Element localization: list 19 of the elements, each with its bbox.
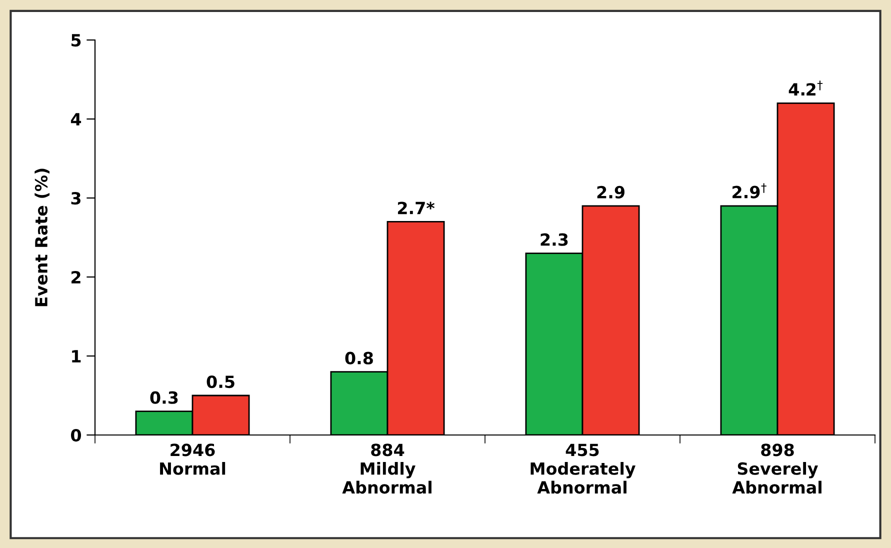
data-label: 2.7*: [398, 202, 435, 214]
y-tick-label: 2: [72, 270, 80, 284]
data-label: 0.8: [345, 352, 373, 364]
data-label: 2.3: [540, 233, 568, 246]
y-tick-label: 5: [71, 34, 81, 47]
y-tick-label: 1: [72, 350, 81, 362]
data-label: 2.9$^{†}$: [732, 183, 766, 198]
y-tick-label: 3: [71, 192, 80, 205]
y-tick-label: 0: [71, 428, 82, 442]
y-tick-label: 4: [70, 113, 82, 126]
y-axis-title: Event Rate (%): [34, 168, 50, 306]
data-label: 0.5: [206, 375, 234, 388]
x-tick-label: 898 Severely Abnormal: [732, 444, 822, 494]
data-label: 4.2$^{†}$: [788, 80, 823, 96]
x-tick-label: 2946 Normal: [160, 444, 226, 475]
x-tick-label: 455 Moderately Abnormal: [530, 444, 636, 494]
x-tick-label: 884 Mildly Abnormal: [342, 444, 432, 494]
data-label: 2.9: [597, 186, 624, 199]
data-label: 0.3: [150, 391, 178, 404]
